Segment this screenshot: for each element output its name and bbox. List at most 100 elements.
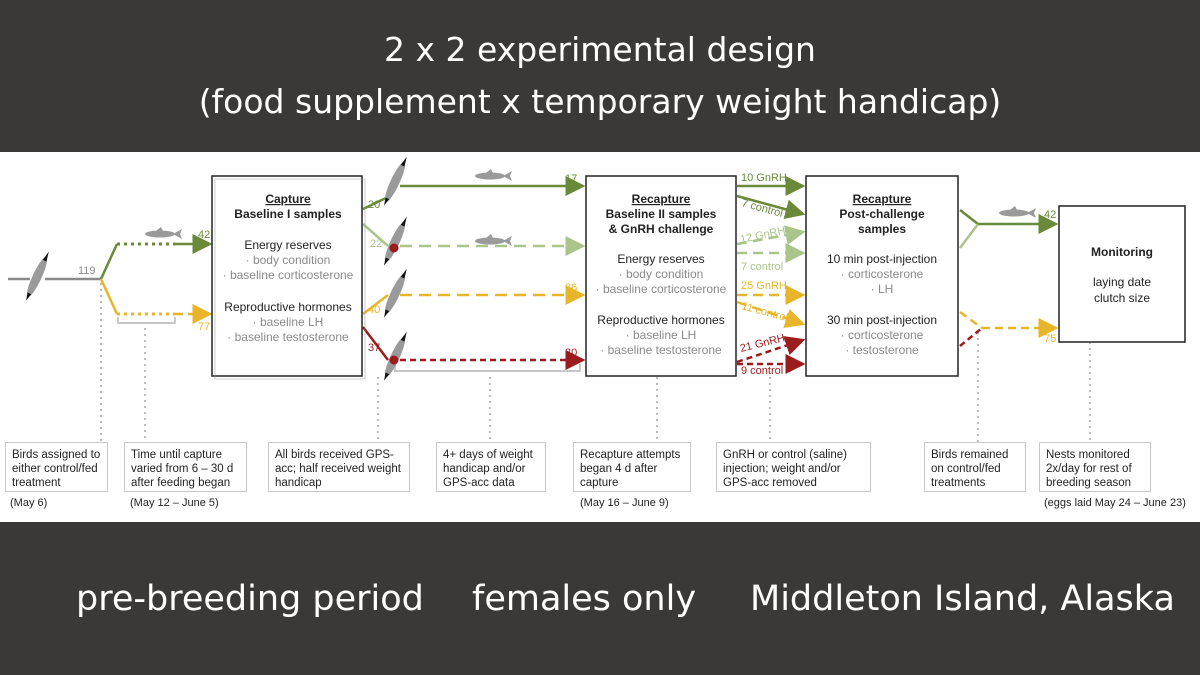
monitoring-line-2: clutch size xyxy=(1094,291,1150,305)
recapture2-p30-2: · testosterone xyxy=(845,343,919,357)
footer-sex: females only xyxy=(472,579,697,619)
recapture1-energy-1: · body condition xyxy=(619,267,704,281)
label-control-yellow: 11 control xyxy=(740,300,789,324)
recapture1-repro-1: · baseline LH xyxy=(626,328,697,342)
experimental-design-diagram: Capture Baseline I samples Energy reserv… xyxy=(8,156,1186,442)
title-banner: 2 x 2 experimental design (food suppleme… xyxy=(0,0,1200,152)
capture-title: Capture xyxy=(265,192,311,206)
green-merge xyxy=(959,209,979,225)
footer-location: Middleton Island, Alaska xyxy=(750,579,1175,619)
note-assignment: Birds assigned to either control/fed tre… xyxy=(5,442,108,492)
recapture2-p10-head: 10 min post-injection xyxy=(827,252,937,266)
count-lightgreen: 22 xyxy=(370,238,382,250)
capture-repro-head: Reproductive hormones xyxy=(224,300,351,314)
monitoring-title: Monitoring xyxy=(1091,245,1153,259)
bird-icon xyxy=(384,156,407,206)
lightgreen-merge xyxy=(959,223,979,249)
recapture-box-1 xyxy=(585,175,737,377)
capture-subtitle: Baseline I samples xyxy=(234,207,342,221)
guide-lines xyxy=(100,277,1091,442)
label-control-green: 7 control xyxy=(740,197,784,220)
fish-icon xyxy=(999,206,1036,218)
recapture2-p10-2: · LH xyxy=(871,282,894,296)
count-red: 37 xyxy=(368,342,380,354)
recapture2-title: Recapture xyxy=(853,192,912,206)
recapture2-p30-1: · corticosterone xyxy=(841,328,924,342)
capture-window-bracket xyxy=(117,317,176,324)
note-recapture-attempts: Recapture attempts began 4 d after captu… xyxy=(573,442,691,492)
footer-banner: pre-breeding period females only Middlet… xyxy=(0,522,1200,675)
green-split xyxy=(362,195,389,211)
label-gnrh-yellow: 25 GnRH xyxy=(741,280,787,292)
note-treatments-continued: Birds remained on control/fed treatments xyxy=(924,442,1026,492)
label-gnrh-red: 21 GnRH xyxy=(739,332,786,355)
count-green: 20 xyxy=(368,199,380,211)
green-control-arrow xyxy=(736,194,806,220)
note-nest-monitoring-date: (eggs laid May 24 – June 23) xyxy=(1044,497,1186,509)
monitoring-line-1: laying date xyxy=(1093,275,1151,289)
handicap-period-bracket xyxy=(394,364,581,372)
recapture1-subtitle: Baseline II samples xyxy=(606,207,717,221)
count-start: 119 xyxy=(78,265,96,277)
recapture2-p30-head: 30 min post-injection xyxy=(827,313,937,327)
red-gnrh-arrow xyxy=(736,336,806,364)
recapture2-p10-1: · corticosterone xyxy=(841,267,924,281)
count-red-recap: 30 xyxy=(565,347,577,359)
footer-period: pre-breeding period xyxy=(76,579,424,619)
note-injection: GnRH or control (saline) injection; weig… xyxy=(716,442,871,492)
capture-energy-1: · body condition xyxy=(246,253,331,267)
count-green-recap: 17 xyxy=(565,173,577,185)
note-gps-handicap: All birds received GPS-acc; half receive… xyxy=(268,442,410,492)
capture-repro-1: · baseline LH xyxy=(253,315,324,329)
recapture1-energy-head: Energy reserves xyxy=(617,252,704,266)
note-nest-monitoring: Nests monitored 2x/day for rest of breed… xyxy=(1039,442,1151,492)
fish-icon xyxy=(145,227,182,239)
note-recapture-attempts-date: (May 16 – June 9) xyxy=(580,497,669,509)
count-yellow-recap: 36 xyxy=(565,282,577,294)
label-control-red: 9 control xyxy=(741,365,783,377)
label-control-light: 7 control xyxy=(741,261,783,273)
count-monitor-control: 75 xyxy=(1044,333,1056,345)
lightgreen-gnrh-arrow xyxy=(736,225,806,246)
note-capture-timing: Time until capture varied from 6 – 30 d … xyxy=(124,442,247,492)
count-control: 77 xyxy=(198,321,210,333)
count-yellow: 40 xyxy=(368,304,380,316)
label-gnrh-green: 10 GnRH xyxy=(741,172,787,184)
recapture1-repro-head: Reproductive hormones xyxy=(597,313,724,327)
weight-handicap-marker xyxy=(389,243,399,253)
yellow-control-arrow xyxy=(736,300,806,328)
recapture1-title: Recapture xyxy=(632,192,691,206)
recapture1-repro-2: · baseline testosterone xyxy=(600,343,722,357)
recapture1-subtitle2: & GnRH challenge xyxy=(609,222,714,236)
fish-icon xyxy=(475,169,512,181)
count-lightgreen-recap: 19 xyxy=(565,240,577,252)
capture-energy-2: · baseline corticosterone xyxy=(223,268,354,282)
control-branch-drop xyxy=(99,278,119,315)
bird-icon xyxy=(384,216,407,266)
bird-icon xyxy=(384,268,407,318)
weight-handicap-marker xyxy=(389,355,399,365)
yellow-split xyxy=(362,294,389,315)
count-monitor-fed: 42 xyxy=(1044,209,1056,221)
note-capture-timing-date: (May 12 – June 5) xyxy=(130,497,219,509)
monitoring-box xyxy=(1058,205,1186,343)
recapture2-subtitle: Post-challenge xyxy=(839,207,925,221)
note-handicap-duration: 4+ days of weight handicap and/or GPS-ac… xyxy=(436,442,546,492)
red-split xyxy=(362,326,389,361)
diagram-panel: Capture Baseline I samples Energy reserv… xyxy=(0,152,1200,522)
red-merge xyxy=(959,327,983,347)
title-line-2: (food supplement x temporary weight hand… xyxy=(198,82,1002,121)
capture-repro-2: · baseline testosterone xyxy=(227,330,349,344)
bird-icon xyxy=(26,251,49,301)
note-assignment-date: (May 6) xyxy=(10,497,48,509)
recapture-box-2 xyxy=(805,175,959,377)
count-fed: 42 xyxy=(198,229,210,241)
fed-branch-rise xyxy=(99,243,119,280)
recapture2-subtitle2: samples xyxy=(858,222,906,236)
capture-energy-head: Energy reserves xyxy=(244,238,331,252)
lightgreen-split xyxy=(362,223,389,247)
title-line-1: 2 x 2 experimental design xyxy=(384,30,816,69)
fish-icon xyxy=(475,234,512,246)
label-gnrh-light: 12 GnRH xyxy=(739,225,786,246)
capture-box xyxy=(211,175,366,380)
